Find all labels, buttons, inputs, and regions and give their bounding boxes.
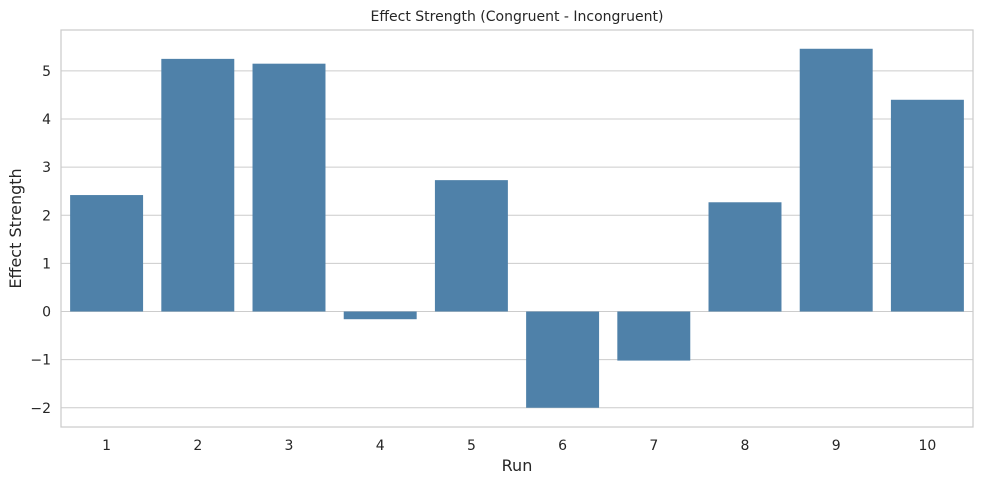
x-tick-label: 6: [558, 438, 567, 454]
y-tick-label: 0: [42, 305, 51, 321]
bar-run-2: [161, 58, 235, 312]
x-tick-label: 1: [102, 438, 111, 454]
plot-frame: [60, 29, 974, 428]
bars: [70, 48, 964, 408]
bar-run-10: [890, 99, 964, 312]
bar-run-3: [252, 63, 326, 312]
y-axis-label: Effect Strength: [6, 168, 25, 288]
y-tick-label: 2: [42, 208, 51, 224]
y-tick-label: 3: [42, 160, 51, 176]
x-tick-label: 9: [832, 438, 841, 454]
x-axis-label: Run: [502, 456, 533, 475]
x-tick-label: 2: [193, 438, 202, 454]
x-tick-label: 4: [376, 438, 385, 454]
bar-run-7: [617, 311, 691, 361]
bar-run-1: [70, 195, 144, 312]
chart-title: Effect Strength (Congruent - Incongruent…: [371, 9, 664, 25]
y-tick-label: 1: [42, 256, 51, 272]
bar-run-4: [343, 311, 417, 320]
y-tick-label: −2: [30, 401, 51, 417]
y-tick-labels: −2 −1 0 1 2 3 4 5: [30, 64, 51, 417]
x-tick-label: 7: [649, 438, 658, 454]
y-tick-label: 4: [42, 112, 51, 128]
x-tick-label: 8: [741, 438, 750, 454]
x-tick-labels: 1 2 3 4 5 6 7 8 9 10: [102, 438, 936, 454]
bar-run-9: [799, 48, 873, 312]
bar-run-6: [526, 311, 600, 408]
x-tick-label: 5: [467, 438, 476, 454]
bar-run-8: [708, 202, 782, 312]
y-tick-label: 5: [42, 64, 51, 80]
x-tick-label: 3: [285, 438, 294, 454]
y-tick-label: −1: [30, 353, 51, 369]
x-tick-label: 10: [918, 438, 936, 454]
bar-run-5: [434, 180, 508, 312]
